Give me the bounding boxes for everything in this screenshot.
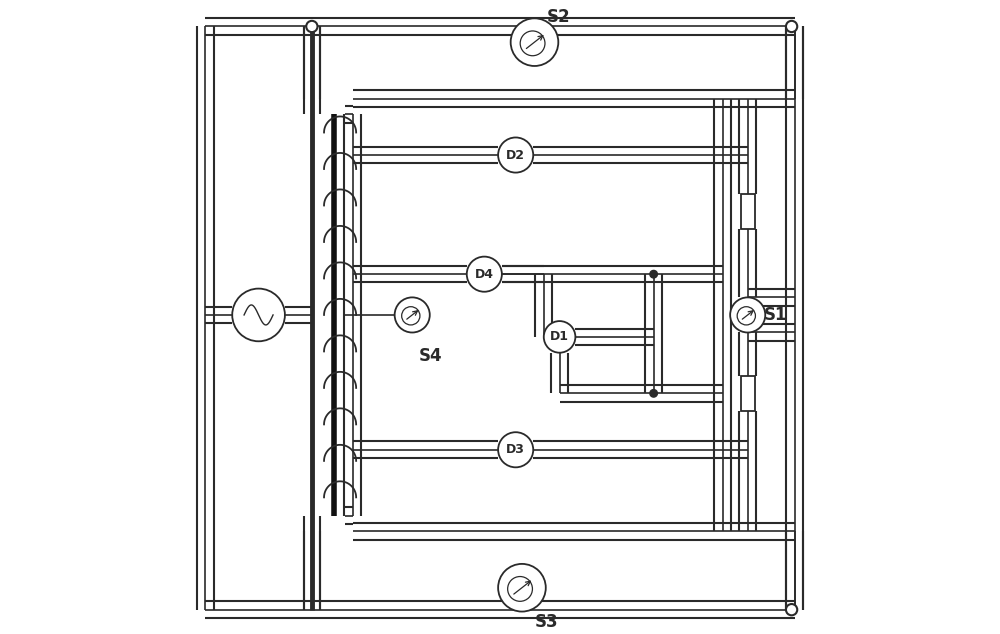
Bar [741, 376, 755, 411]
Circle shape [544, 321, 575, 353]
Text: D2: D2 [506, 148, 525, 162]
Text: S4: S4 [418, 347, 442, 365]
Text: S1: S1 [763, 306, 787, 324]
Circle shape [650, 271, 657, 278]
Bar [741, 194, 755, 229]
Text: D4: D4 [475, 268, 494, 281]
Circle shape [395, 297, 430, 332]
Circle shape [650, 389, 657, 397]
Text: S2: S2 [547, 8, 571, 26]
Circle shape [498, 564, 546, 612]
Circle shape [511, 18, 558, 66]
Text: S3: S3 [534, 613, 558, 631]
Circle shape [786, 21, 797, 32]
Text: D3: D3 [506, 443, 525, 456]
Circle shape [730, 297, 765, 332]
Circle shape [467, 257, 502, 292]
Text: D1: D1 [550, 330, 569, 344]
Circle shape [232, 288, 285, 341]
Circle shape [306, 21, 318, 32]
Circle shape [786, 604, 797, 616]
Circle shape [498, 138, 533, 172]
Circle shape [498, 432, 533, 467]
